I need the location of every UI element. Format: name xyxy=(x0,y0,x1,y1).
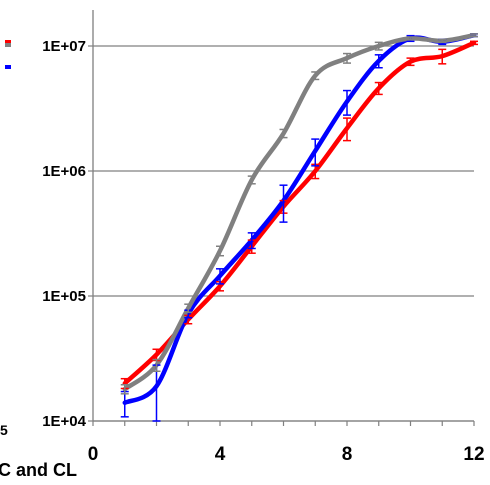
blue-series-error-bar xyxy=(152,364,161,422)
gray-series-error-bar xyxy=(343,52,351,64)
gray-series-error-bar xyxy=(216,245,224,257)
x-tick-label: 8 xyxy=(342,444,353,465)
gray-series-error-bar xyxy=(247,175,256,185)
blue-series-error-bar xyxy=(311,138,320,167)
series-lines xyxy=(122,32,477,405)
blue-series-error-bar xyxy=(374,54,383,69)
gray-series-error-bar xyxy=(184,303,193,314)
left-edge-fragment: 5 xyxy=(0,422,8,438)
legend-marker xyxy=(5,43,11,47)
red-series-error-bar xyxy=(374,81,383,96)
legend-marker xyxy=(5,40,11,44)
y-tick-label: 1E+05 xyxy=(42,288,86,305)
red-series-error-bar xyxy=(438,48,447,65)
gray-series-error-bar xyxy=(406,36,415,41)
y-tick-label: 1E+04 xyxy=(42,413,86,430)
caption-fragment: C and CL xyxy=(0,460,77,480)
x-tick-label: 4 xyxy=(215,444,226,465)
y-tick-label: 1E+07 xyxy=(42,38,86,55)
y-tick-label: 1E+06 xyxy=(42,163,86,180)
x-tick-label: 12 xyxy=(463,444,484,465)
gray-series-error-bar xyxy=(311,71,320,81)
red-series-error-bar xyxy=(343,117,351,142)
blue-series-error-bar xyxy=(120,390,129,418)
blue-series-error-bar xyxy=(343,89,351,116)
gray-series-error-bar xyxy=(470,33,478,38)
gray-series-error-bar xyxy=(438,38,447,44)
red-series-error-bar xyxy=(406,57,415,67)
blue-series-error-bar xyxy=(247,232,256,250)
blue-series-error-bar xyxy=(216,268,224,285)
gray-series-error-bar xyxy=(374,41,383,51)
gridlines xyxy=(93,45,474,422)
x-tick-label: 0 xyxy=(88,444,99,465)
blue-series-line xyxy=(122,32,477,405)
blue-series-error-bar xyxy=(279,184,288,223)
error-bars xyxy=(120,33,478,422)
legend-marker xyxy=(5,65,11,69)
tick-labels: 1E+04 1E+05 1E+06 1E+07 0 4 8 12 xyxy=(42,38,484,465)
gray-series-error-bar xyxy=(120,383,129,395)
red-series-error-bar xyxy=(470,40,478,46)
gray-series-error-bar xyxy=(152,358,161,373)
legend-markers xyxy=(5,40,11,69)
gray-series-error-bar xyxy=(279,128,288,139)
